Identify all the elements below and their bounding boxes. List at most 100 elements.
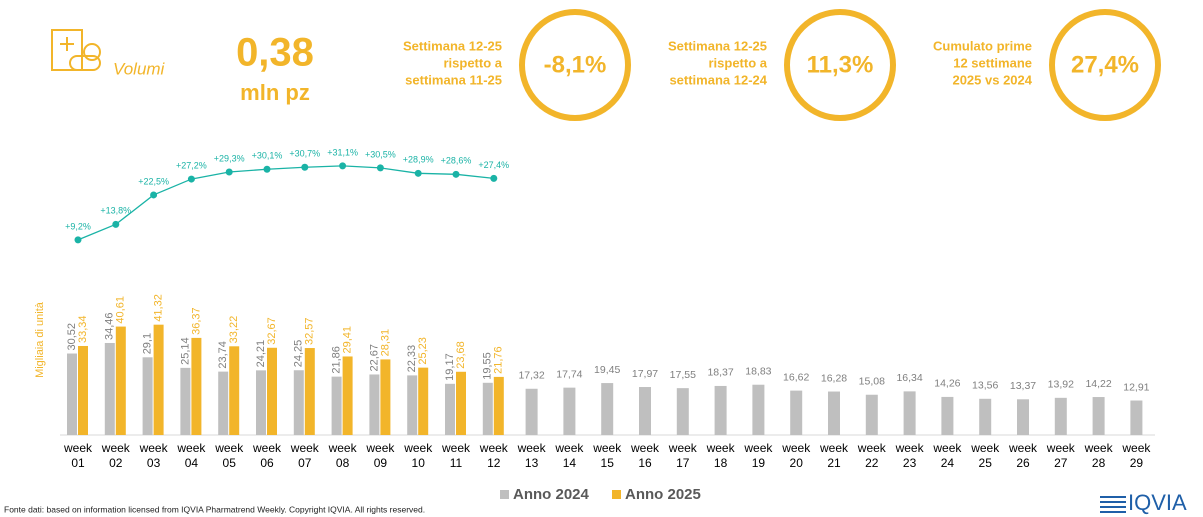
bar: [752, 384, 765, 435]
x-tick-part: 07: [298, 456, 312, 470]
bar: [229, 346, 240, 435]
kpi-label: settimana 11-25: [405, 72, 502, 87]
value-label: 28,31: [379, 329, 391, 357]
x-tick-label: week 15: [592, 441, 622, 470]
x-tick-part: 26: [1016, 456, 1030, 470]
x-tick-part: 20: [790, 456, 804, 470]
x-tick-part: 21: [827, 456, 841, 470]
growth-label: +28,6%: [441, 156, 472, 166]
bar: [304, 348, 315, 435]
x-tick-part: 11: [450, 456, 463, 470]
x-tick-label: week 24: [932, 441, 962, 470]
value-label: 13,37: [1010, 380, 1036, 392]
growth-label: +13,8%: [100, 206, 131, 216]
growth-label: +22,5%: [138, 176, 169, 186]
x-tick-part: week: [895, 441, 925, 455]
x-tick-part: 19: [752, 456, 766, 470]
x-tick-part: 28: [1092, 456, 1106, 470]
kpi-label: 12 settimane: [953, 55, 1032, 70]
bar: [445, 383, 455, 435]
growth-label: +29,3%: [214, 153, 245, 163]
bar: [267, 347, 277, 435]
logo-stripes: [1100, 496, 1126, 513]
x-tick-part: 13: [525, 456, 539, 470]
x-tick-part: week: [706, 441, 736, 455]
value-label: 29,1: [142, 333, 154, 354]
growth-point: [225, 168, 233, 176]
bar: [676, 388, 689, 435]
x-tick-label: week 21: [819, 441, 849, 470]
x-tick-part: week: [441, 441, 471, 455]
growth-point: [301, 163, 309, 171]
value-label: 34,46: [104, 312, 116, 340]
bar: [218, 371, 229, 435]
x-tick-part: week: [101, 441, 131, 455]
value-label: 33,22: [228, 316, 240, 344]
bar: [941, 396, 954, 435]
x-tick-part: week: [970, 441, 1000, 455]
growth-label: +30,7%: [289, 149, 320, 159]
x-tick-part: week: [819, 441, 849, 455]
value-label: 25,23: [417, 337, 429, 365]
value-label: 15,08: [859, 376, 885, 388]
x-tick-label: week 11: [441, 441, 471, 470]
bar: [456, 371, 466, 435]
value-label: 29,41: [342, 326, 354, 354]
bar: [482, 382, 493, 435]
x-tick-part: week: [176, 441, 206, 455]
value-label: 23,74: [217, 341, 229, 369]
x-tick-part: 01: [71, 456, 85, 470]
value-label: 22,33: [406, 345, 418, 373]
legend-swatch: [612, 490, 621, 499]
x-tick-label: week 12: [479, 441, 509, 470]
bar: [1130, 400, 1143, 435]
x-tick-part: 18: [714, 456, 728, 470]
x-tick-part: week: [857, 441, 887, 455]
x-tick-label: week 14: [554, 441, 584, 470]
x-tick-label: week 07: [290, 441, 320, 470]
x-tick-part: week: [1121, 441, 1151, 455]
x-tick-label: week 18: [706, 441, 736, 470]
x-tick-label: week 19: [743, 441, 773, 470]
growth-point: [263, 165, 271, 173]
x-tick-part: week: [592, 441, 622, 455]
x-tick-part: 08: [336, 456, 350, 470]
x-tick-label: week 03: [139, 441, 169, 470]
x-tick-part: 15: [601, 456, 615, 470]
legend-label: Anno 2024: [513, 486, 590, 503]
value-label: 32,67: [266, 317, 278, 345]
value-label: 40,61: [115, 296, 127, 324]
value-label: 33,34: [77, 315, 89, 343]
x-tick-part: 10: [412, 456, 426, 470]
x-tick-part: 25: [979, 456, 993, 470]
x-tick-part: week: [479, 441, 509, 455]
x-tick-part: week: [290, 441, 320, 455]
bar: [380, 359, 391, 435]
kpi-circle: [784, 9, 896, 121]
bar: [293, 370, 304, 435]
x-tick-part: week: [668, 441, 698, 455]
growth-point: [74, 236, 82, 244]
bar: [256, 370, 266, 435]
x-tick-part: 17: [676, 456, 690, 470]
bar: [115, 326, 126, 435]
kpi-label: Settimana 12-25: [403, 38, 502, 53]
value-label: 21,86: [331, 346, 343, 374]
kpi-value: 11,3%: [807, 51, 874, 78]
kpi-label: Settimana 12-25: [668, 38, 767, 53]
bar: [407, 375, 418, 435]
x-tick-part: 09: [374, 456, 388, 470]
growth-label: +9,2%: [65, 221, 91, 231]
bar: [525, 388, 538, 435]
value-label: 17,74: [556, 368, 582, 380]
x-tick-part: week: [554, 441, 584, 455]
x-tick-part: week: [403, 441, 433, 455]
x-tick-label: week 08: [328, 441, 358, 470]
bar: [903, 391, 916, 435]
x-tick-label: week 02: [101, 441, 131, 470]
kpi-label: 2025 vs 2024: [952, 72, 1032, 87]
bar: [142, 357, 153, 435]
x-tick-label: week 04: [176, 441, 206, 470]
x-tick-label: week 05: [214, 441, 244, 470]
x-tick-part: 22: [865, 456, 879, 470]
